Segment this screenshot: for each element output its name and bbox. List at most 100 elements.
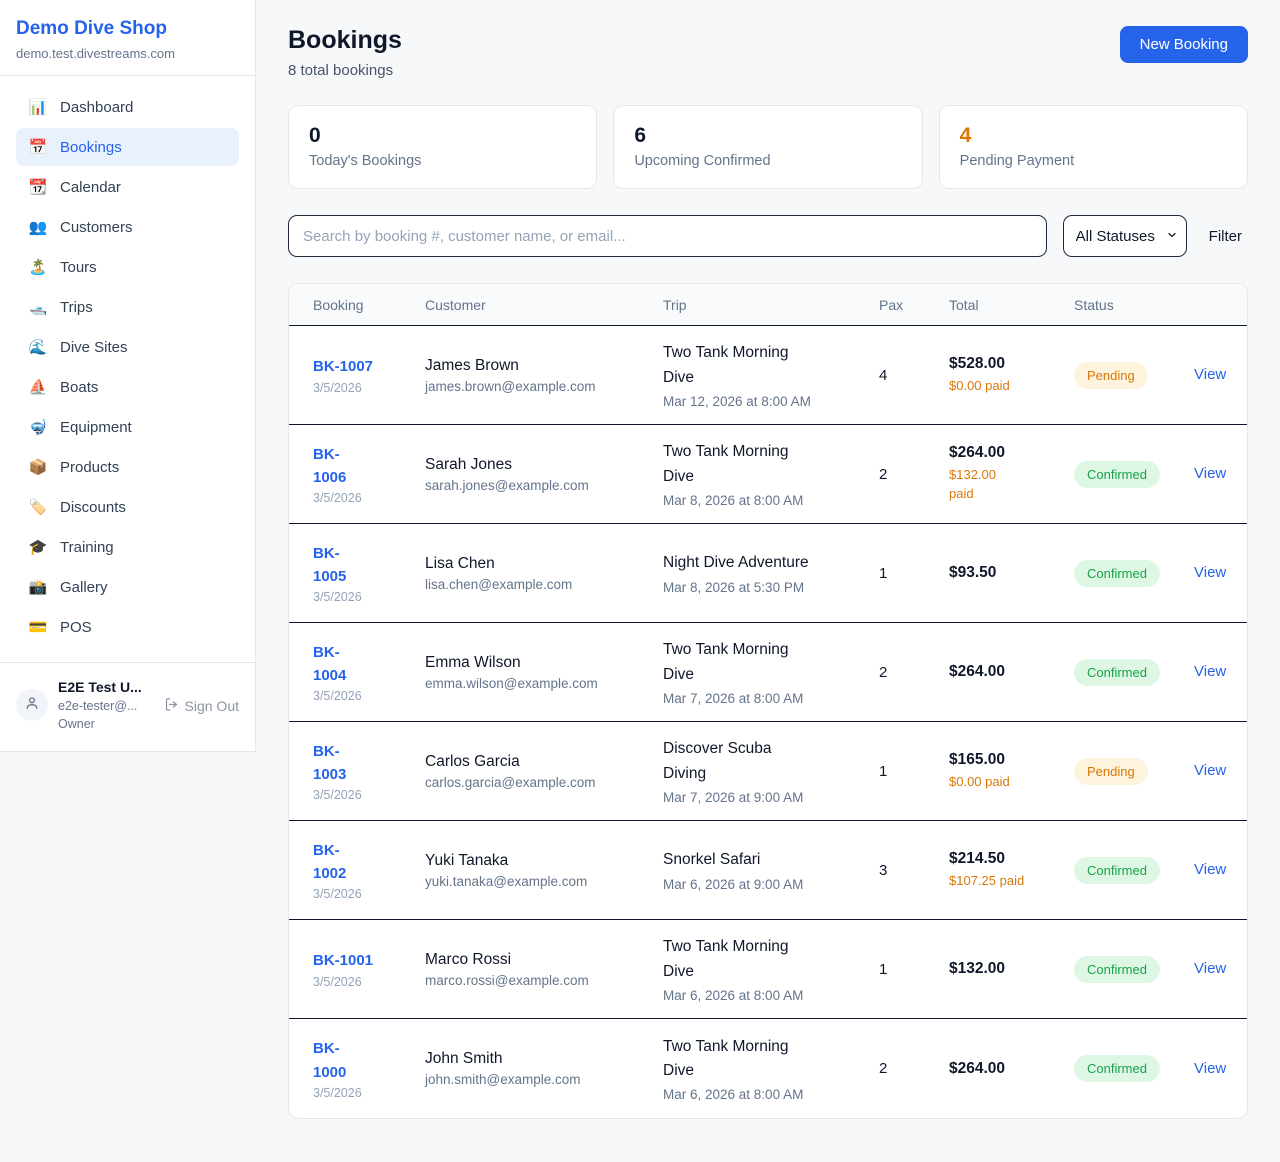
total-amount: $93.50: [949, 564, 997, 581]
booking-number-link[interactable]: BK-1001: [313, 952, 374, 970]
brand: Demo Dive Shop demo.test.divestreams.com: [0, 0, 255, 76]
sidebar-item-6[interactable]: 🌊 Dive Sites: [16, 328, 239, 366]
trip-datetime: Mar 6, 2026 at 9:00 AM: [663, 876, 804, 892]
sidebar-item-9[interactable]: 📦 Products: [16, 448, 239, 486]
total-amount: $528.00: [949, 354, 1006, 372]
paid-amount: $0.00 paid: [949, 773, 1010, 789]
status-badge: Confirmed: [1074, 658, 1160, 686]
customer-email: john.smith@example.com: [425, 1072, 581, 1087]
view-link[interactable]: View: [1194, 564, 1227, 581]
trip-name: Two Tank Morning Dive: [663, 938, 789, 980]
sidebar-item-label: Bookings: [60, 138, 122, 156]
booking-date: 3/5/2026: [313, 974, 362, 989]
total-cell: $528.00 $0.00 paid: [949, 355, 1074, 396]
trip-name: Two Tank Morning Dive: [663, 1037, 789, 1079]
total-cell: $264.00 $132.00 paid: [949, 444, 1074, 504]
user-info: E2E Test U... e2e-tester@... Sign Out Ow…: [58, 679, 239, 731]
booking-number-link[interactable]: BK- 1005: [313, 544, 347, 585]
trip-name: Two Tank Morning Dive: [663, 641, 789, 683]
status-badge: Confirmed: [1074, 856, 1160, 884]
paid-amount: $107.25 paid: [949, 872, 1025, 888]
total-amount: $132.00: [949, 960, 1006, 977]
pax-value: 2: [879, 465, 888, 483]
search-input[interactable]: [288, 215, 1047, 257]
trip-cell: Two Tank Morning Dive Mar 6, 2026 at 8:0…: [663, 935, 879, 1002]
sidebar-item-5[interactable]: 🛥️ Trips: [16, 288, 239, 326]
booking-number-link[interactable]: BK- 1004: [313, 643, 347, 684]
status-cell: Confirmed: [1074, 658, 1194, 686]
booking-number-link[interactable]: BK- 1000: [313, 1040, 347, 1081]
pax-value: 1: [879, 762, 888, 780]
total-cell: $264.00: [949, 1060, 1074, 1078]
sidebar-item-0[interactable]: 📊 Dashboard: [16, 88, 239, 126]
booking-number-link[interactable]: BK- 1002: [313, 841, 347, 882]
customer-cell: Marco Rossi marco.rossi@example.com: [425, 951, 663, 988]
page-subtitle: 8 total bookings: [288, 62, 394, 79]
sidebar-item-10[interactable]: 🏷️ Discounts: [16, 488, 239, 526]
sidebar-item-11[interactable]: 🎓 Training: [16, 528, 239, 566]
status-cell: Confirmed: [1074, 559, 1194, 587]
sidebar-item-13[interactable]: 💳 POS: [16, 608, 239, 646]
sidebar-item-label: POS: [60, 618, 92, 636]
paid-amount: $0.00 paid: [949, 377, 1010, 393]
customer-email: sarah.jones@example.com: [425, 477, 589, 493]
table-row-2: BK- 1005 3/5/2026 Lisa Chen lisa.chen@ex…: [289, 524, 1247, 623]
sidebar-item-label: Calendar: [60, 178, 121, 196]
sidebar-item-3[interactable]: 👥 Customers: [16, 208, 239, 246]
customer-name: Lisa Chen: [425, 554, 495, 572]
sidebar-item-label: Tours: [60, 258, 97, 276]
sidebar-item-label: Trips: [60, 298, 93, 316]
stat-label: Pending Payment: [959, 153, 1075, 169]
view-link[interactable]: View: [1194, 762, 1227, 779]
trip-datetime: Mar 7, 2026 at 9:00 AM: [663, 789, 804, 805]
total-cell: $165.00 $0.00 paid: [949, 751, 1074, 792]
booking-cell: BK- 1003 3/5/2026: [313, 740, 425, 803]
sidebar-item-7[interactable]: ⛵ Boats: [16, 368, 239, 406]
status-badge: Confirmed: [1074, 955, 1160, 983]
stat-card-todays-bookings: 0 Today's Bookings: [288, 105, 598, 189]
new-booking-button[interactable]: New Booking: [1119, 26, 1248, 63]
status-filter-wrap: All Statuses: [1062, 215, 1187, 257]
sidebar-item-12[interactable]: 📸 Gallery: [16, 568, 239, 606]
view-link[interactable]: View: [1194, 366, 1227, 383]
status-cell: Confirmed: [1074, 460, 1194, 488]
sidebar-item-label: Equipment: [60, 418, 132, 436]
view-link[interactable]: View: [1194, 960, 1227, 977]
sidebar-item-label: Products: [60, 458, 120, 476]
status-badge: Confirmed: [1074, 460, 1160, 488]
table-row-7: BK- 1000 3/5/2026 John Smith john.smith@…: [289, 1019, 1247, 1118]
view-link[interactable]: View: [1194, 1059, 1227, 1077]
filter-row: All Statuses Filter: [288, 215, 1248, 257]
view-link[interactable]: View: [1194, 465, 1227, 482]
person-icon: [24, 695, 40, 716]
booking-number-link[interactable]: BK-1007: [313, 358, 374, 376]
table-body: BK-1007 3/5/2026 James Brown james.brown…: [289, 326, 1247, 1118]
trip-cell: Snorkel Safari Mar 6, 2026 at 9:00 AM: [663, 848, 879, 891]
page-title: Bookings: [288, 26, 402, 54]
status-filter-select[interactable]: All Statuses: [1062, 215, 1187, 257]
booking-date: 3/5/2026: [313, 590, 362, 605]
booking-number-link[interactable]: BK- 1003: [313, 742, 347, 783]
actions-cell: View: [1194, 366, 1238, 384]
pax-value: 4: [879, 366, 888, 384]
customer-cell: Sarah Jones sarah.jones@example.com: [425, 456, 663, 493]
sidebar-item-label: Discounts: [60, 498, 126, 516]
trip-name: Snorkel Safari: [663, 851, 761, 869]
trip-datetime: Mar 7, 2026 at 8:00 AM: [663, 690, 804, 706]
trip-cell: Discover Scuba Diving Mar 7, 2026 at 9:0…: [663, 737, 879, 804]
actions-cell: View: [1194, 663, 1238, 681]
view-link[interactable]: View: [1194, 861, 1227, 878]
view-link[interactable]: View: [1194, 663, 1227, 680]
sidebar-item-8[interactable]: 🤿 Equipment: [16, 408, 239, 446]
filter-button[interactable]: Filter: [1208, 227, 1242, 245]
booking-number-link[interactable]: BK- 1006: [313, 445, 347, 486]
sidebar-item-2[interactable]: 📆 Calendar: [16, 168, 239, 206]
col-header-pax: Pax: [879, 296, 904, 313]
status-cell: Confirmed: [1074, 1055, 1194, 1082]
sign-out-button[interactable]: Sign Out: [164, 697, 239, 715]
main-content: Bookings 8 total bookings New Booking 0 …: [256, 0, 1280, 1151]
sidebar-item-1[interactable]: 📅 Bookings: [16, 128, 239, 166]
trip-cell: Two Tank Morning Dive Mar 6, 2026 at 8:0…: [663, 1035, 879, 1102]
trip-name: Two Tank Morning Dive: [663, 344, 789, 386]
sidebar-item-4[interactable]: 🏝️ Tours: [16, 248, 239, 286]
